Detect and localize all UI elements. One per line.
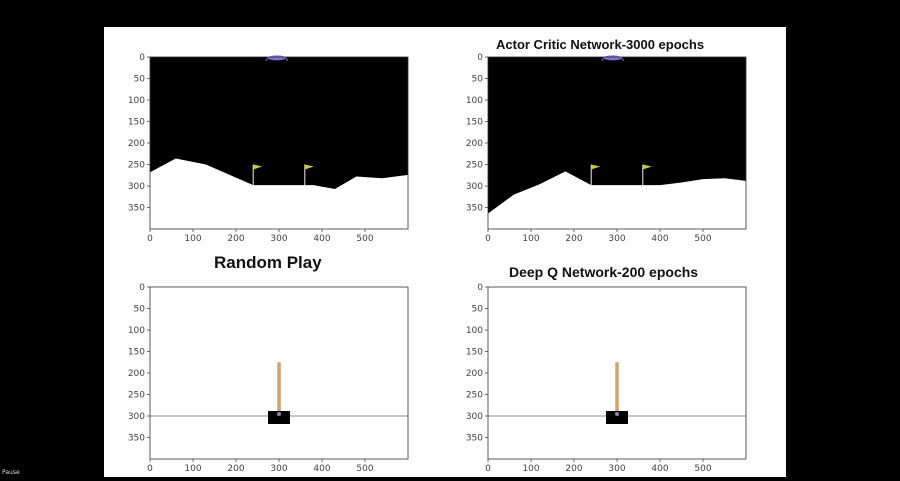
- y-tick-label: 50: [134, 75, 146, 85]
- y-tick-label: 350: [128, 434, 145, 444]
- y-tick-label: 50: [472, 75, 484, 85]
- random-play-title: Random Play: [214, 253, 322, 272]
- cart: [268, 411, 290, 424]
- y-tick-label: 300: [128, 412, 145, 422]
- lander: [603, 55, 622, 61]
- x-tick-label: 300: [608, 464, 625, 474]
- flag: [253, 164, 263, 170]
- x-tick-label: 0: [485, 234, 491, 244]
- x-tick-label: 0: [147, 234, 153, 244]
- y-tick-label: 200: [466, 139, 483, 149]
- y-tick-label: 100: [466, 96, 483, 106]
- x-tick-label: 400: [313, 234, 330, 244]
- x-tick-label: 0: [147, 464, 153, 474]
- x-tick-label: 200: [227, 464, 244, 474]
- y-tick-label: 100: [128, 96, 145, 106]
- x-tick-label: 500: [694, 234, 711, 244]
- x-tick-label: 400: [313, 464, 330, 474]
- lander: [267, 55, 286, 61]
- x-tick-label: 300: [270, 464, 287, 474]
- actor-critic-title: Actor Critic Network-3000 epochs: [496, 37, 705, 52]
- x-tick-label: 0: [485, 464, 491, 474]
- y-tick-label: 100: [466, 326, 483, 336]
- x-tick-label: 100: [522, 464, 539, 474]
- y-tick-label: 250: [128, 161, 145, 171]
- y-tick-label: 0: [139, 283, 145, 293]
- y-tick-label: 200: [128, 139, 145, 149]
- cartpole-deepq-plot: 0 100 200 300 400 500 0 50 100 150 200 250 300 350: [466, 283, 747, 474]
- cartpole-random-plot: 0 100 200 300 400 500 0 50 100 150 200 250 300 350: [128, 283, 409, 474]
- y-tick-label: 200: [466, 369, 483, 379]
- y-tick-label: 50: [472, 305, 484, 315]
- y-tick-label: 300: [466, 412, 483, 422]
- y-tick-label: 150: [466, 118, 483, 128]
- y-tick-label: 250: [466, 161, 483, 171]
- x-tick-label: 200: [565, 464, 582, 474]
- lunar-lander-plot-right: 0 100 200 300 400 500 0 50 100 150 200 250 300 350: [466, 53, 747, 244]
- lander-leg: [601, 57, 605, 62]
- x-tick-label: 300: [270, 234, 287, 244]
- y-tick-label: 100: [128, 326, 145, 336]
- deep-q-title: Deep Q Network-200 epochs: [509, 264, 699, 280]
- flag: [591, 164, 601, 170]
- x-tick-label: 500: [356, 234, 373, 244]
- y-tick-label: 250: [466, 391, 483, 401]
- cart: [606, 411, 628, 424]
- y-tick-label: 350: [466, 204, 483, 214]
- x-tick-label: 100: [184, 234, 201, 244]
- pole-axle: [615, 412, 619, 416]
- lander-leg: [285, 57, 289, 62]
- x-tick-label: 500: [694, 464, 711, 474]
- y-tick-label: 0: [477, 283, 483, 293]
- x-tick-label: 100: [522, 234, 539, 244]
- lander-leg: [621, 57, 625, 62]
- y-tick-label: 150: [466, 348, 483, 358]
- y-tick-label: 150: [128, 348, 145, 358]
- terrain: [488, 171, 746, 229]
- x-tick-label: 500: [356, 464, 373, 474]
- flag: [642, 164, 652, 170]
- y-tick-label: 200: [128, 369, 145, 379]
- y-tick-label: 250: [128, 391, 145, 401]
- x-tick-label: 100: [184, 464, 201, 474]
- terrain: [150, 158, 408, 229]
- x-tick-label: 400: [651, 464, 668, 474]
- x-tick-label: 200: [227, 234, 244, 244]
- y-tick-label: 300: [466, 182, 483, 192]
- y-tick-label: 350: [466, 434, 483, 444]
- x-tick-label: 400: [651, 234, 668, 244]
- y-tick-label: 350: [128, 204, 145, 214]
- y-tick-label: 0: [139, 53, 145, 63]
- y-tick-label: 0: [477, 53, 483, 63]
- presentation-slide: Actor Critic Network-3000 epochs Random …: [104, 27, 786, 477]
- y-tick-label: 150: [128, 118, 145, 128]
- pause-button[interactable]: Pause: [2, 469, 20, 476]
- x-tick-label: 300: [608, 234, 625, 244]
- x-tick-label: 200: [565, 234, 582, 244]
- lander-leg: [265, 57, 269, 62]
- pole-axle: [277, 412, 281, 416]
- y-tick-label: 300: [128, 182, 145, 192]
- y-tick-label: 50: [134, 305, 146, 315]
- lunar-lander-plot-left: 0 100 200 300 400 500 0 50 100 150 200 250 300 350: [128, 53, 409, 244]
- flag: [304, 164, 314, 170]
